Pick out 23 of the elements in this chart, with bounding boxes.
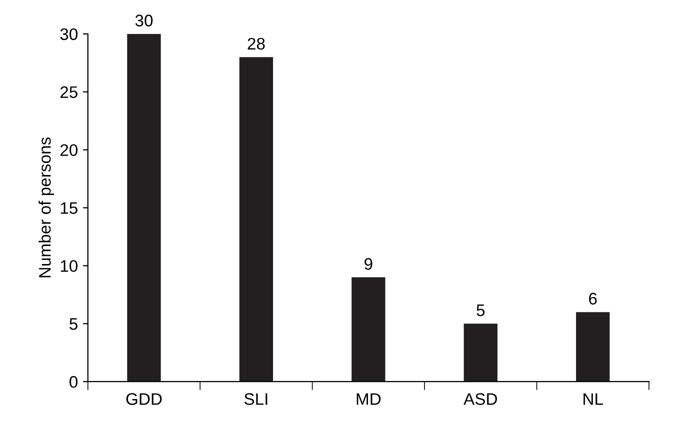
bar — [464, 324, 498, 382]
x-tick-label: ASD — [464, 393, 497, 405]
y-tick-label: 0 — [70, 376, 78, 388]
y-tick-label: 30 — [60, 28, 78, 40]
bar — [352, 277, 386, 382]
x-tick-label: GDD — [126, 393, 162, 405]
data-label: 5 — [476, 304, 485, 316]
y-tick-label: 15 — [60, 202, 78, 214]
data-label: 30 — [135, 14, 153, 26]
bar — [239, 57, 274, 382]
y-tick-label: 25 — [60, 86, 78, 98]
data-label: 6 — [589, 292, 597, 305]
data-label: 28 — [248, 38, 265, 50]
y-axis-title: Number of persons — [38, 137, 54, 278]
y-tick-label: 20 — [60, 144, 78, 156]
y-tick-label: 5 — [70, 318, 78, 330]
data-label: 9 — [364, 258, 372, 270]
bar — [576, 312, 610, 382]
x-tick-label: MD — [356, 393, 381, 405]
y-tick-label: 10 — [60, 260, 78, 272]
x-tick-label: SLI — [244, 393, 268, 405]
bar — [127, 34, 161, 382]
x-tick-label: NL — [584, 393, 603, 405]
